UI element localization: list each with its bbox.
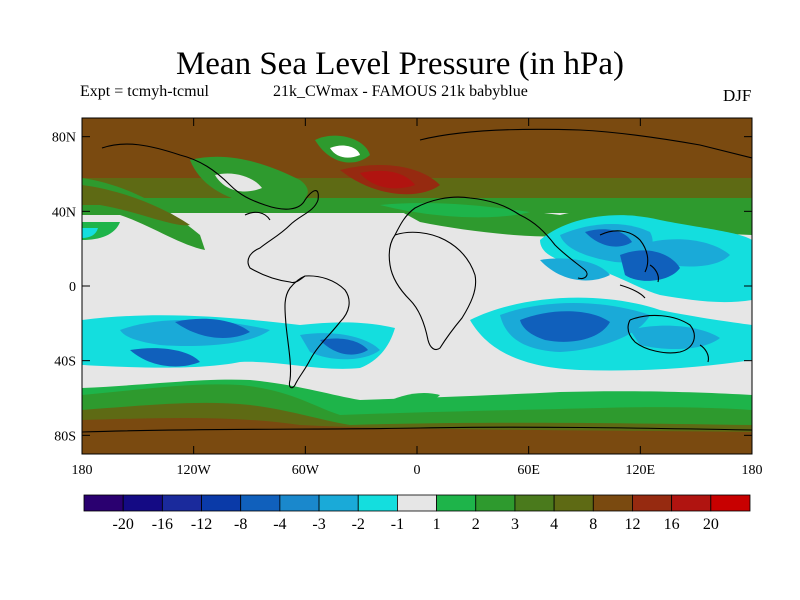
lon-tick-label: 180 [742,463,763,478]
colorbar-swatch [397,494,437,512]
colorbar-swatch [671,494,712,512]
lon-tick-label: 120W [177,463,212,478]
map-title: Mean Sea Level Pressure (in hPa) [175,46,625,82]
lat-tick-label: 80S [54,429,76,444]
colorbar-label: -8 [234,516,247,533]
colorbar-label: -2 [352,516,365,533]
colorbar-label: 16 [664,516,680,533]
colorbar-swatch [318,494,359,512]
map-field [82,118,752,454]
lon-tick-label: 180 [72,463,93,478]
lat-tick-label: 0 [69,280,76,295]
colorbar-swatch [592,494,633,512]
experiment-label: Expt = tcmyh-tcmul [80,83,209,100]
colorbar-label: 20 [703,516,719,533]
colorbar-label: 3 [511,516,519,533]
colorbar-label: -3 [312,516,325,533]
colorbar-swatch [436,494,477,512]
colorbar-label: -12 [191,516,212,533]
colorbar: -20 -16 -12 -8 -4 -3 -2 -1 1 2 3 4 8 12 16 20 [83,494,751,533]
colorbar-swatch [279,494,320,512]
run-label: 21k_CWmax - FAMOUS 21k babyblue [273,83,528,100]
longitude-axis: 180 120W 60W 0 60E 120E 180 [72,118,763,478]
colorbar-label: -4 [273,516,286,533]
colorbar-swatch [240,494,281,512]
colorbar-swatch [83,494,124,512]
colorbar-swatch [632,494,673,512]
colorbar-swatch [122,494,163,512]
colorbar-label: -20 [113,516,134,533]
lat-tick-label: 40S [54,355,76,370]
colorbar-swatch [161,494,202,512]
colorbar-label: 2 [472,516,480,533]
lat-tick-label: 40N [52,205,76,220]
colorbar-label: 12 [624,516,640,533]
latitude-axis: 80N 40N 0 40S 80S [52,131,752,444]
lon-tick-label: 60W [292,463,320,478]
colorbar-label: 4 [550,516,558,533]
lon-tick-label: 120E [626,463,656,478]
lat-tick-label: 80N [52,131,76,146]
lon-tick-label: 60E [517,463,540,478]
coastlines [82,128,752,433]
season-label: DJF [723,86,752,105]
colorbar-swatch [553,494,594,512]
colorbar-label: 1 [433,516,441,533]
colorbar-swatch [201,494,242,512]
colorbar-label: -1 [391,516,404,533]
colorbar-swatch [357,494,398,512]
lon-tick-label: 0 [414,463,421,478]
colorbar-swatch [514,494,555,512]
colorbar-swatch [710,494,751,512]
colorbar-label: 8 [589,516,597,533]
colorbar-swatch [475,494,516,512]
colorbar-label: -16 [152,516,173,533]
